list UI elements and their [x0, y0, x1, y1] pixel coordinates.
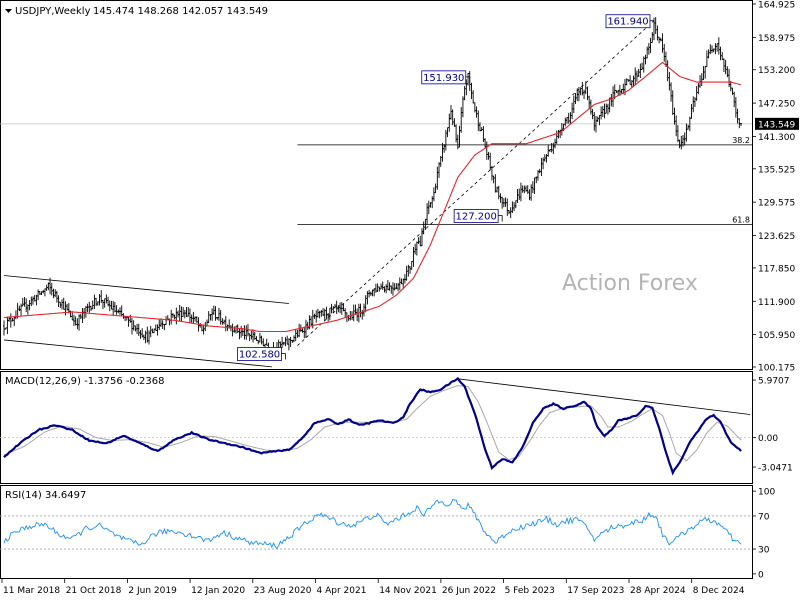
rsi-path — [3, 498, 742, 550]
time-tick-label-8: 5 Feb 2023 — [505, 586, 555, 596]
time-tick-label-2: 2 Jun 2019 — [128, 586, 177, 596]
symbol-header: USDJPY,Weekly 145.474 148.268 142.057 14… — [5, 6, 268, 17]
price-tick-label-0: 164.925 — [758, 1, 795, 11]
moving-average-line — [3, 61, 742, 333]
rsi-layer — [0, 498, 752, 550]
time-tick-label-1: 21 Oct 2018 — [66, 586, 122, 596]
price-annotations: 161.940 151.930 127.200 102.580 — [237, 14, 655, 361]
macd-trendline — [457, 378, 751, 415]
time-tick-label-0: 11 Mar 2018 — [3, 586, 60, 596]
rsi-tick-label-3: 0 — [758, 570, 764, 580]
fib-level-lines: 38.2 61.8 — [0, 123, 752, 225]
annotation-label-2: 127.200 — [455, 211, 496, 222]
price-trendline — [297, 20, 655, 346]
macd-axis: 5.9707 0.00 -3.0471 — [752, 377, 793, 474]
price-tick-label-5: 135.525 — [758, 165, 795, 175]
price-candles — [3, 17, 742, 359]
macd-path — [3, 376, 742, 476]
level-label-1: 61.8 — [732, 215, 750, 224]
level-label-0: 38.2 — [732, 136, 750, 145]
macd-tick-label-1: 0.00 — [758, 434, 778, 444]
price-tick-label-8: 117.850 — [758, 264, 795, 274]
rsi-tick-label-1: 70 — [758, 512, 770, 522]
annotation-box-1 — [421, 70, 467, 85]
watermark: Action Forex — [562, 271, 698, 296]
rsi-axis: 100 70 30 0 — [752, 488, 775, 580]
rsi-tick-label-0: 100 — [758, 488, 775, 498]
collapse-triangle-icon[interactable] — [5, 9, 12, 13]
time-tick-label-9: 17 Sep 2023 — [567, 586, 624, 596]
annotation-box-2 — [453, 209, 499, 223]
macd-panel-frame — [0, 371, 753, 484]
channel-lower-line — [3, 339, 272, 368]
price-tick-label-10: 105.950 — [758, 331, 795, 341]
annotation-label-3: 102.580 — [239, 350, 280, 361]
symbol-label: USDJPY,Weekly — [15, 6, 91, 17]
macd-label: MACD(12,26,9) -1.3756 -0.2368 — [5, 376, 165, 387]
annotation-label-0: 161.940 — [607, 17, 648, 28]
rsi-tick-label-2: 30 — [758, 546, 770, 556]
rsi-panel-frame — [0, 485, 753, 579]
price-bar — [740, 123, 742, 126]
price-tick-label-4: 141.300 — [758, 133, 795, 143]
time-tick-label-10: 28 Apr 2024 — [630, 586, 686, 596]
price-axis: 164.925 158.975 153.200 147.250 141.300 135.5… — [752, 1, 799, 374]
price-tick-label-7: 123.625 — [758, 232, 795, 242]
price-panel-frame — [0, 0, 753, 370]
rsi-label: RSI(14) 34.6497 — [5, 490, 86, 501]
time-axis: 11 Mar 2018 21 Oct 2018 2 Jun 2019 12 Jan 2… — [1, 579, 745, 596]
ohlc-label: 145.474 148.268 142.057 143.549 — [93, 6, 268, 17]
time-tick-label-5: 4 Apr 2021 — [317, 586, 367, 596]
current-price-tag — [755, 117, 799, 130]
time-tick-label-11: 8 Dec 2024 — [693, 586, 745, 596]
time-tick-label-4: 23 Aug 2020 — [254, 586, 312, 596]
annotation-box-3 — [237, 347, 282, 361]
current-price-label: 143.549 — [758, 120, 795, 130]
annotation-label-1: 151.930 — [423, 73, 464, 84]
price-tick-label-2: 153.200 — [758, 66, 795, 76]
time-tick-label-7: 26 Jun 2022 — [442, 586, 496, 596]
sma-path — [3, 61, 742, 333]
time-tick-label-3: 12 Jan 2020 — [191, 586, 245, 596]
price-tick-label-6: 129.575 — [758, 199, 795, 209]
price-tick-label-11: 100.175 — [758, 364, 795, 374]
price-tick-label-9: 111.900 — [758, 298, 795, 308]
price-channel — [3, 275, 289, 368]
macd-tick-label-0: 5.9707 — [758, 377, 790, 387]
price-tick-label-3: 147.250 — [758, 100, 795, 110]
time-tick-label-6: 14 Nov 2021 — [379, 586, 437, 596]
macd-tick-label-2: -3.0471 — [758, 464, 793, 474]
price-tick-label-1: 158.975 — [758, 34, 795, 44]
annotation-box-0 — [605, 14, 651, 29]
dashed-trendline — [297, 20, 655, 346]
channel-upper-line — [3, 275, 289, 304]
macd-layer — [0, 376, 752, 476]
